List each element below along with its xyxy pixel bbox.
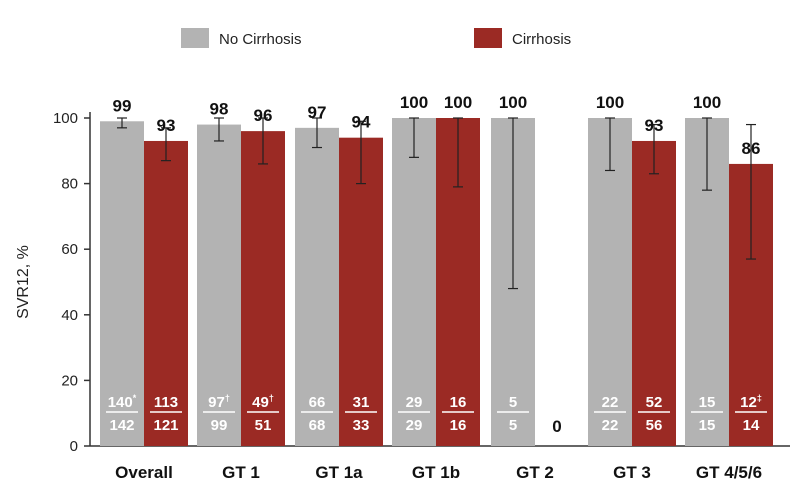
n-label-footnote-mark: †	[269, 393, 274, 403]
data-label-cirrhosis-gt-2: 0	[552, 417, 561, 436]
N-label-no-cirrhosis-gt-4-5-6: 15	[699, 417, 716, 434]
bar-no-cirrhosis-gt-1a	[295, 127, 339, 446]
x-category-label-gt-2: GT 2	[516, 463, 554, 482]
n-label-no-cirrhosis-gt-3: 22	[602, 394, 619, 411]
legend-swatch-no-cirrhosis	[181, 28, 209, 48]
n-label-no-cirrhosis-gt-1a: 66	[309, 394, 326, 411]
x-category-label-gt-4-5-6: GT 4/5/6	[696, 463, 762, 482]
x-category-label-gt-1a: GT 1a	[315, 463, 363, 482]
data-label-cirrhosis-gt-1a: 94	[352, 113, 371, 132]
n-label-cirrhosis-gt-1b: 16	[450, 394, 467, 411]
N-label-no-cirrhosis-gt-2: 5	[509, 417, 517, 434]
y-tick-label-60: 60	[61, 241, 78, 258]
bars	[100, 117, 773, 447]
n-label-cirrhosis-gt-1a: 31	[353, 394, 370, 411]
N-label-cirrhosis-gt-4-5-6: 14	[743, 417, 760, 434]
N-label-cirrhosis-overall: 121	[153, 417, 178, 434]
data-label-cirrhosis-gt-1: 96	[254, 106, 273, 125]
data-label-no-cirrhosis-gt-1a: 97	[308, 103, 327, 122]
n-label-footnote-mark: †	[225, 393, 230, 403]
N-label-cirrhosis-gt-1b: 16	[450, 417, 467, 434]
x-category-label-gt-1b: GT 1b	[412, 463, 460, 482]
n-label-no-cirrhosis-overall: 140*	[108, 393, 137, 411]
n-label-cirrhosis-overall: 113	[154, 394, 178, 411]
bar-no-cirrhosis-gt-3	[588, 118, 632, 446]
bar-cirrhosis-gt-1a	[339, 137, 383, 446]
data-label-cirrhosis-gt-1b: 100	[444, 93, 472, 112]
N-label-no-cirrhosis-gt-1a: 68	[309, 417, 326, 434]
legend: No Cirrhosis Cirrhosis	[181, 28, 571, 48]
x-category-label-gt-3: GT 3	[613, 463, 651, 482]
N-label-cirrhosis-gt-1: 51	[255, 417, 272, 434]
n-label-footnote-mark: *	[133, 393, 137, 403]
y-tick-label-100: 100	[53, 110, 78, 127]
y-tick-label-20: 20	[61, 372, 78, 389]
data-label-no-cirrhosis-gt-4-5-6: 100	[693, 93, 721, 112]
data-label-cirrhosis-gt-4-5-6: 86	[742, 139, 761, 158]
bar-no-cirrhosis-overall	[100, 121, 144, 446]
N-label-no-cirrhosis-gt-1b: 29	[406, 417, 423, 434]
n-label-footnote-mark: ‡	[757, 393, 762, 403]
N-label-no-cirrhosis-gt-3: 22	[602, 417, 619, 434]
y-tick-label-0: 0	[70, 438, 78, 455]
data-label-no-cirrhosis-overall: 99	[113, 96, 132, 115]
bar-cirrhosis-gt-1	[241, 131, 285, 446]
legend-label-cirrhosis: Cirrhosis	[512, 31, 571, 48]
y-axis-label: SVR12, %	[15, 245, 32, 319]
x-category-label-gt-1: GT 1	[222, 463, 260, 482]
data-label-cirrhosis-overall: 93	[157, 116, 176, 135]
data-label-no-cirrhosis-gt-1b: 100	[400, 93, 428, 112]
n-label-no-cirrhosis-gt-2: 5	[509, 394, 517, 411]
N-label-cirrhosis-gt-1a: 33	[353, 417, 370, 434]
n-label-no-cirrhosis-gt-4-5-6: 15	[699, 394, 716, 411]
n-label-cirrhosis-gt-3: 52	[646, 394, 663, 411]
y-tick-label-40: 40	[61, 307, 78, 324]
n-label-no-cirrhosis-gt-1: 97†	[208, 393, 230, 411]
bar-cirrhosis-gt-3	[632, 140, 676, 446]
data-label-no-cirrhosis-gt-1: 98	[210, 100, 229, 119]
n-label-cirrhosis-gt-1: 49†	[252, 393, 274, 411]
legend-swatch-cirrhosis	[474, 28, 502, 48]
data-label-no-cirrhosis-gt-3: 100	[596, 93, 624, 112]
legend-label-no-cirrhosis: No Cirrhosis	[219, 31, 302, 48]
bar-no-cirrhosis-gt-1	[197, 124, 241, 446]
n-label-no-cirrhosis-gt-1b: 29	[406, 394, 423, 411]
x-category-label-overall: Overall	[115, 463, 173, 482]
data-label-no-cirrhosis-gt-2: 100	[499, 93, 527, 112]
N-label-no-cirrhosis-gt-1: 99	[211, 417, 228, 434]
data-label-cirrhosis-gt-3: 93	[645, 116, 664, 135]
bar-cirrhosis-overall	[144, 140, 188, 446]
N-label-no-cirrhosis-overall: 142	[109, 417, 134, 434]
N-label-cirrhosis-gt-3: 56	[646, 417, 663, 434]
labels: Overall GT 1 GT 1a GT 1b GT 2 GT 3 GT 4/5/6 99 1…	[106, 93, 767, 482]
n-label-cirrhosis-gt-4-5-6: 12‡	[740, 393, 762, 411]
bar-no-cirrhosis-gt-1b	[392, 118, 436, 446]
y-tick-label-80: 80	[61, 176, 78, 193]
